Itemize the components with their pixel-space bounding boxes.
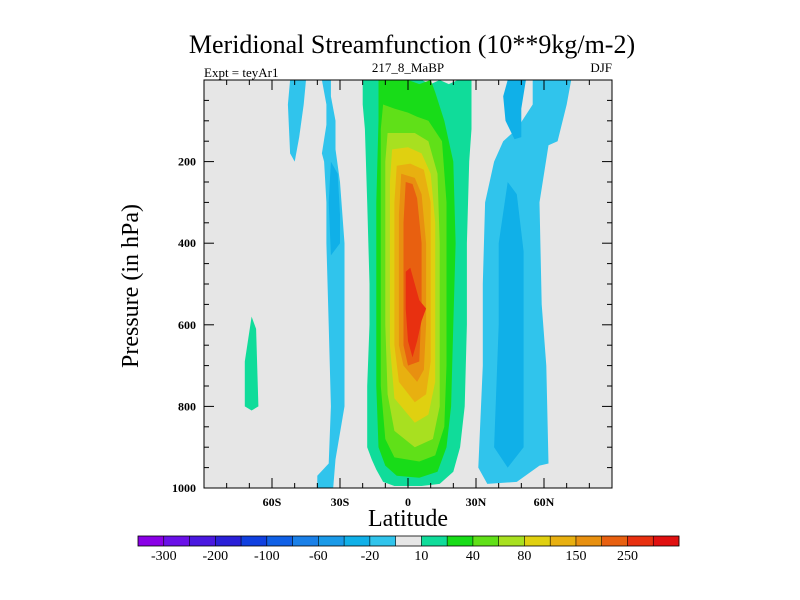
subtitle-center: 217_8_MaBP — [372, 60, 444, 75]
contour-region-4 — [503, 80, 526, 140]
colorbar-swatch — [575, 536, 603, 546]
colorbar-frame — [137, 535, 680, 547]
colorbar — [137, 535, 680, 547]
colorbar-swatch — [292, 536, 319, 546]
colorbar-swatch — [498, 536, 525, 546]
colorbar-swatch — [524, 536, 551, 546]
colorbar-label: -300 — [151, 549, 177, 564]
plot-area: 60S 30S 0 30N 60N 200 400 600 800 1000 — [172, 79, 613, 509]
colorbar-swatch — [550, 536, 577, 546]
x-tick-label: 60S — [263, 495, 282, 509]
y-tick-label: 600 — [178, 318, 196, 332]
chart-title: Meridional Streamfunction (10**9kg/m-2) — [189, 30, 635, 59]
x-axis-label: Latitude — [368, 506, 448, 532]
x-tick-label: 30N — [466, 495, 487, 509]
colorbar-label: -200 — [202, 549, 228, 564]
colorbar-swatch — [138, 536, 165, 546]
colorbar-swatch — [266, 536, 293, 546]
colorbar-label: 80 — [517, 549, 531, 564]
y-tick-label: 200 — [178, 155, 196, 169]
colorbar-label: -60 — [309, 549, 328, 564]
colorbar-swatch — [318, 536, 345, 546]
colorbar-swatch — [241, 536, 268, 546]
y-tick-label: 400 — [178, 236, 196, 250]
colorbar-swatch — [447, 536, 474, 546]
colorbar-swatch — [215, 536, 242, 546]
colorbar-label: 40 — [466, 549, 480, 564]
colorbar-swatch — [163, 536, 190, 546]
colorbar-label: 150 — [566, 549, 587, 564]
x-tick-label: 0 — [405, 495, 411, 509]
colorbar-swatch — [395, 536, 422, 546]
colorbar-labels: -300 -200 -100 -60 -20 10 40 80 150 250 — [151, 549, 638, 564]
contour-region-15 — [405, 267, 427, 358]
subtitle-left: Expt = teyAr1 — [204, 65, 278, 80]
subtitle-right: DJF — [590, 60, 612, 75]
colorbar-label: 250 — [617, 549, 638, 564]
colorbar-swatch — [421, 536, 448, 546]
colorbar-swatch — [627, 536, 654, 546]
y-tick-label: 1000 — [172, 481, 196, 495]
colorbar-swatch — [369, 536, 396, 546]
colorbar-label: -20 — [361, 549, 380, 564]
axis-ticks: 60S 30S 0 30N 60N 200 400 600 800 1000 — [172, 80, 612, 509]
colorbar-swatch — [189, 536, 216, 546]
colorbar-swatch — [601, 536, 628, 546]
y-tick-label: 800 — [178, 399, 196, 413]
x-tick-label: 30S — [331, 495, 350, 509]
colorbar-swatch — [344, 536, 371, 546]
contour-region-3 — [328, 161, 340, 256]
x-tick-label: 60N — [534, 495, 555, 509]
colorbar-swatch — [653, 536, 680, 546]
y-axis-label: Pressure (in hPa) — [118, 204, 144, 368]
colorbar-label: -100 — [254, 549, 280, 564]
colorbar-label: 10 — [414, 549, 428, 564]
colorbar-swatch — [472, 536, 499, 546]
contour-region-5 — [494, 182, 524, 468]
contour-region-1 — [287, 80, 306, 162]
contour-fills — [244, 80, 572, 488]
contour-region-6 — [244, 316, 259, 411]
